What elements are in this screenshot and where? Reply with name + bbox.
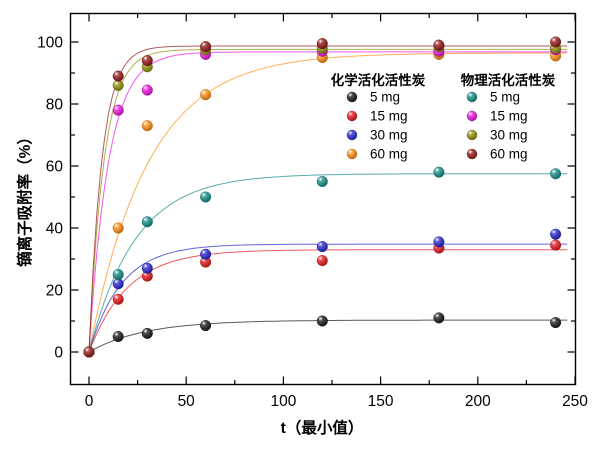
legend-group-title: 物理活化活性炭 (461, 72, 556, 88)
data-point-物理活化活性炭-60 mg (112, 70, 124, 82)
y-tick-label: 40 (46, 221, 64, 238)
legend-marker-ball (466, 91, 478, 103)
legend-group-title: 化学活化活性炭 (331, 72, 426, 88)
x-axis-title: t（最小值） (281, 418, 364, 437)
y-tick-label: 80 (46, 97, 64, 114)
y-tick-label: 0 (54, 345, 63, 362)
fit-curve-物理活化活性炭-5 mg (88, 173, 568, 353)
data-point-化学活化活性炭-15 mg (550, 239, 562, 251)
data-point-化学活化活性炭-30 mg (433, 236, 445, 248)
fit-curve-化学活化活性炭-5 mg (88, 319, 568, 353)
data-point-物理活化活性炭-5 mg (550, 168, 562, 180)
legend-marker-ball (346, 129, 358, 141)
data-point-物理活化活性炭-30 mg (112, 79, 124, 91)
data-point-化学活化活性炭-30 mg (200, 248, 212, 260)
legend-marker-ball (346, 91, 358, 103)
data-point-化学活化活性炭-30 mg (141, 262, 153, 274)
data-point-物理活化活性炭-5 mg (433, 166, 445, 178)
data-point-物理活化活性炭-5 mg (200, 191, 212, 203)
plot-frame (69, 12, 577, 386)
y-tick-label: 100 (37, 35, 63, 52)
y-tick-label: 60 (46, 159, 64, 176)
legend-item-label: 15 mg (490, 109, 528, 124)
fit-curve-物理活化活性炭-15 mg (88, 51, 568, 353)
fit-curve-化学活化活性炭-30 mg (88, 243, 568, 353)
data-point-化学活化活性炭-5 mg (433, 312, 445, 324)
data-point-物理活化活性炭-60 mg (550, 36, 562, 48)
fit-curve-物理活化活性炭-60 mg (88, 45, 568, 353)
data-point-化学活化活性炭-30 mg (316, 241, 328, 253)
data-point-化学活化活性炭-5 mg (316, 315, 328, 327)
x-tick-label: 100 (270, 393, 296, 410)
x-tick-label: 250 (562, 393, 588, 410)
legend-marker-ball (466, 129, 478, 141)
data-point-化学活化活性炭-5 mg (141, 327, 153, 339)
legend-item-label: 30 mg (490, 128, 528, 143)
data-point-化学活化活性炭-5 mg (200, 320, 212, 332)
legend-item-label: 5 mg (490, 90, 520, 105)
legend-marker-ball (466, 148, 478, 160)
fit-curve-化学活化活性炭-15 mg (88, 249, 568, 353)
legend-marker-ball (346, 110, 358, 122)
data-point-化学活化活性炭-60 mg (200, 89, 212, 101)
data-point-物理活化活性炭-15 mg (141, 84, 153, 96)
data-point-物理活化活性炭-60 mg (141, 55, 153, 67)
data-point-物理活化活性炭-60 mg (316, 38, 328, 50)
fit-curve-化学活化活性炭-60 mg (88, 52, 568, 353)
y-axis-title: 镝离子吸附率（%） (15, 129, 34, 267)
legend-item-label: 60 mg (490, 147, 528, 162)
x-tick-label: 50 (178, 393, 196, 410)
data-point-化学活化活性炭-5 mg (550, 317, 562, 329)
legend-marker-ball (346, 148, 358, 160)
data-point-物理活化活性炭-60 mg (83, 346, 95, 358)
legend-item-label: 60 mg (370, 147, 408, 162)
legend-marker-ball (466, 110, 478, 122)
data-point-化学活化活性炭-5 mg (112, 331, 124, 343)
legend-item-label: 15 mg (370, 109, 408, 124)
x-tick-label: 150 (368, 393, 394, 410)
legend-item-label: 30 mg (370, 128, 408, 143)
y-tick-label: 20 (46, 283, 64, 300)
data-point-化学活化活性炭-15 mg (316, 255, 328, 267)
data-point-化学活化活性炭-30 mg (550, 228, 562, 240)
data-point-化学活化活性炭-60 mg (112, 222, 124, 234)
data-point-化学活化活性炭-30 mg (112, 278, 124, 290)
data-point-物理活化活性炭-5 mg (141, 216, 153, 228)
data-point-物理活化活性炭-5 mg (112, 269, 124, 281)
legend-item-label: 5 mg (370, 90, 400, 105)
data-point-物理活化活性炭-60 mg (200, 41, 212, 53)
fit-curve-物理活化活性炭-30 mg (88, 48, 568, 353)
data-point-物理活化活性炭-15 mg (112, 104, 124, 116)
data-point-物理活化活性炭-5 mg (316, 175, 328, 187)
data-point-化学活化活性炭-15 mg (112, 293, 124, 305)
x-tick-label: 0 (85, 393, 94, 410)
x-tick-label: 200 (465, 393, 491, 410)
data-point-物理活化活性炭-60 mg (433, 39, 445, 51)
data-point-化学活化活性炭-60 mg (141, 120, 153, 132)
